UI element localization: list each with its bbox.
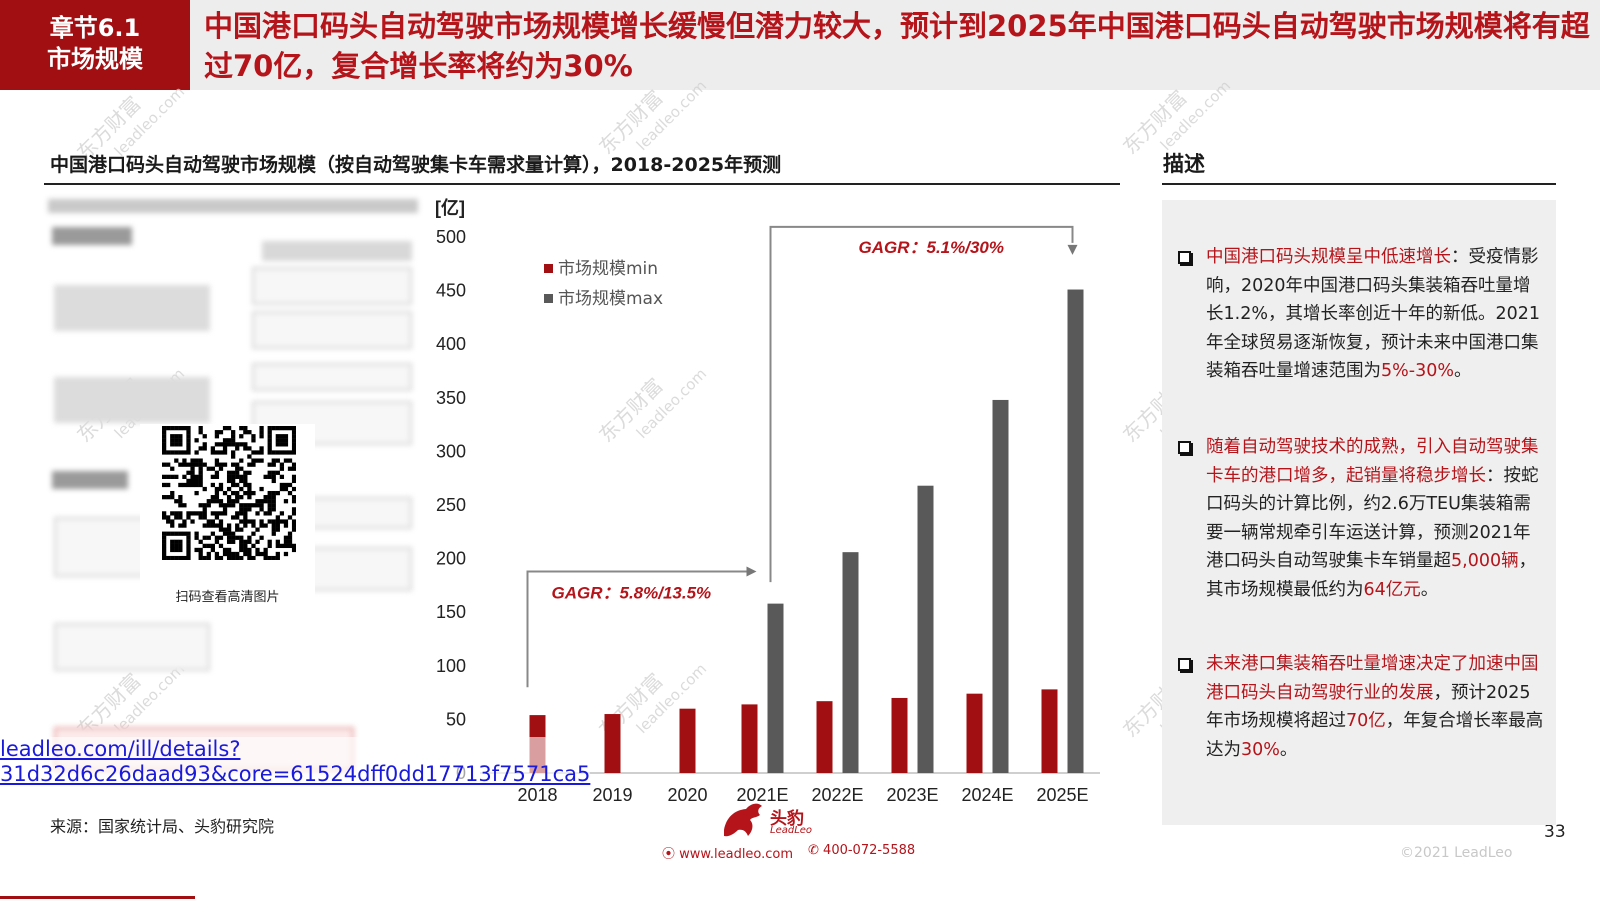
footer-website[interactable]: ⦿ www.leadleo.com: [662, 847, 794, 862]
details-link-line1: leadleo.com/ill/details?: [0, 737, 241, 761]
legend-swatch: [544, 264, 553, 273]
checkbox-bullet-icon: [1178, 441, 1191, 454]
x-tick-label: 2021E: [736, 785, 788, 805]
annotation-label: GAGR：5.1%/30%: [859, 238, 1005, 257]
qr-caption: 扫码查看高清图片: [175, 590, 280, 605]
annotation-label: GAGR：5.8%/13.5%: [552, 583, 712, 602]
description-bullet: 随着自动驾驶技术的成熟，引入自动驾驶集卡车的港口增多，起销量将稳步增长：按蛇口码…: [1178, 433, 1548, 605]
y-axis-label: [亿]: [435, 197, 465, 218]
legend-label: 市场规模max: [558, 289, 663, 309]
annotation-arrow: [1067, 244, 1078, 255]
bottom-accent: [0, 896, 195, 899]
logo-subtext: LeadLeo: [770, 825, 813, 836]
annotation-bracket: [526, 570, 755, 688]
y-tick-label: 350: [436, 388, 466, 408]
chapter-name: 市场规模: [47, 45, 143, 73]
bar-max: [842, 552, 859, 773]
copyright: ©2021 LeadLeo: [1400, 845, 1513, 861]
legend-label: 市场规模min: [558, 259, 658, 279]
brand-logo: 头豹 LeadLeo: [720, 800, 820, 840]
bar-min: [966, 693, 983, 773]
divider: [44, 183, 1120, 185]
y-tick-label: 250: [436, 495, 466, 515]
y-tick-label: 50: [446, 709, 466, 729]
x-tick-label: 2020: [667, 785, 707, 805]
x-tick-label: 2023E: [886, 785, 938, 805]
y-tick-label: 450: [436, 281, 466, 301]
x-tick-label: 2018: [517, 785, 557, 805]
qr-code-icon: [162, 426, 296, 560]
description-bullet: 中国港口码头规模呈中低速增长：受疫情影响，2020年中国港口码头集装箱吞吐量增长…: [1178, 243, 1548, 386]
y-tick-label: 300: [436, 441, 466, 461]
page-number: 33: [1544, 822, 1566, 842]
footer-phone[interactable]: ✆ 400-072-5588: [808, 843, 916, 858]
chapter-label: 章节6.1 市场规模: [0, 0, 190, 90]
y-tick-label: 200: [436, 549, 466, 569]
y-tick-label: 400: [436, 334, 466, 354]
page-headline: 中国港口码头自动驾驶市场规模增长缓慢但潜力较大，预计到2025年中国港口码头自动…: [204, 9, 1590, 83]
bar-max: [767, 603, 784, 773]
chart-title: 中国港口码头自动驾驶市场规模（按自动驾驶集卡车需求量计算），2018-2025年…: [50, 154, 782, 176]
annotation-bracket: [769, 225, 1074, 583]
description-bullet: 未来港口集装箱吞吐量增速决定了加速中国港口码头自动驾驶行业的发展，预计2025年…: [1178, 650, 1548, 764]
phone-icon: ✆: [808, 843, 819, 858]
checkbox-bullet-icon: [1178, 658, 1191, 671]
bar-min: [679, 708, 696, 773]
bar-min: [816, 701, 833, 773]
header-band: [0, 0, 1600, 90]
x-tick-label: 2025E: [1036, 785, 1088, 805]
description-title: 描述: [1163, 152, 1205, 176]
bar-chart: [亿]0501001502002503003504004505002018201…: [435, 197, 1100, 805]
annotation-arrow: [746, 566, 757, 577]
chapter-number: 章节6.1: [49, 14, 141, 42]
leopard-icon: [724, 803, 762, 837]
source-note: 来源：国家统计局、头豹研究院: [50, 817, 275, 836]
bar-max: [992, 399, 1009, 773]
x-tick-label: 2022E: [811, 785, 863, 805]
web-icon: ⦿: [662, 847, 676, 862]
bar-min: [741, 704, 758, 773]
details-link[interactable]: leadleo.com/ill/details? 31d32d6c26daad9…: [0, 737, 591, 787]
bar-max: [917, 485, 934, 773]
bar-min: [604, 714, 621, 773]
qr-code[interactable]: 扫码查看高清图片: [140, 424, 315, 612]
bar-min: [1041, 689, 1058, 773]
checkbox-bullet-icon: [1178, 251, 1191, 264]
divider: [1162, 183, 1556, 185]
description-panel: [1162, 200, 1556, 825]
y-tick-label: 100: [436, 656, 466, 676]
y-tick-label: 500: [436, 227, 466, 247]
x-tick-label: 2019: [592, 785, 632, 805]
legend-swatch: [544, 294, 553, 303]
x-tick-label: 2024E: [961, 785, 1013, 805]
y-tick-label: 150: [436, 602, 466, 622]
details-link-line2: 31d32d6c26daad93&core=61524dff0dd17713f7…: [0, 762, 591, 786]
bar-min: [891, 697, 908, 773]
bar-max: [1067, 289, 1084, 773]
logo-text: 头豹: [770, 809, 804, 829]
